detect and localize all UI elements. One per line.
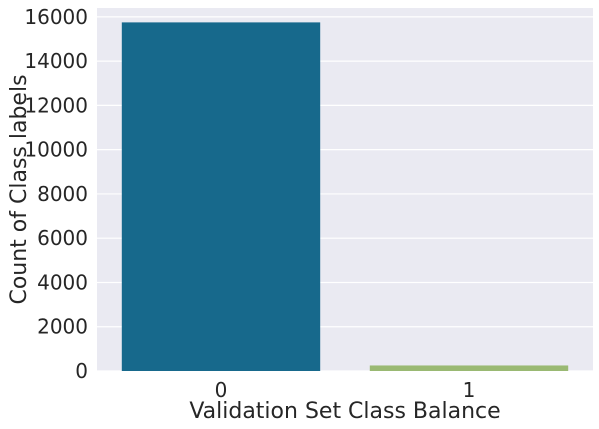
y-tick-label: 2000 bbox=[37, 315, 88, 339]
y-tick-label: 14000 bbox=[24, 49, 88, 73]
bars bbox=[121, 22, 569, 371]
y-tick-label: 8000 bbox=[37, 182, 88, 206]
x-axis-title: Validation Set Class Balance bbox=[189, 399, 500, 424]
y-tick-label: 4000 bbox=[37, 270, 88, 294]
x-tick-label: 0 bbox=[215, 378, 228, 402]
y-tick-label: 10000 bbox=[24, 138, 88, 162]
y-tick-label: 6000 bbox=[37, 226, 88, 250]
x-tick-label: 1 bbox=[463, 378, 476, 402]
bar-1 bbox=[369, 365, 569, 371]
y-axis-title: Count of Class labels bbox=[7, 74, 32, 304]
y-tick-label: 0 bbox=[75, 359, 88, 383]
y-tick-label: 16000 bbox=[24, 5, 88, 29]
y-tick-labels: 0 2000 4000 6000 8000 10000 12000 14000 16000 bbox=[24, 5, 88, 383]
bar-0 bbox=[121, 22, 321, 371]
y-tick-label: 12000 bbox=[24, 93, 88, 117]
